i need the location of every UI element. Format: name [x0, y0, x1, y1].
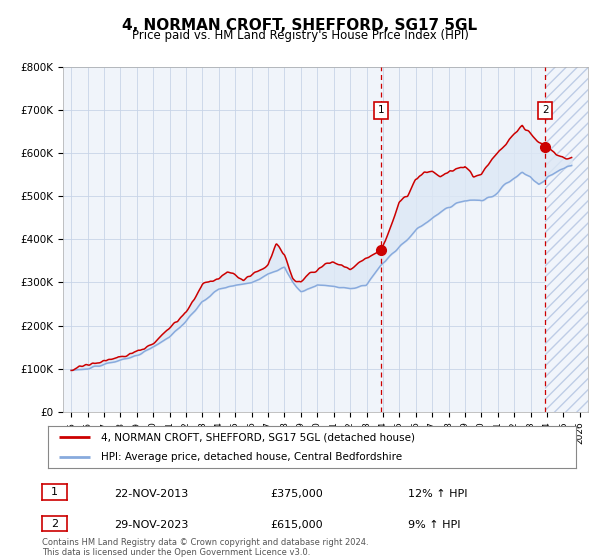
4, NORMAN CROFT, SHEFFORD, SG17 5GL (detached house): [396, 198, 403, 205]
HPI: Average price, detached house, Central Bedfordshire: (2.02e+03, 3.84e+05): Average price, detached house, Central B…: [396, 243, 403, 250]
Bar: [545, 67, 600, 412]
4, NORMAN CROFT, SHEFFORD, SG17 5GL (detached house): [209, 278, 216, 284]
HPI: Average price, detached house, Central Bedfordshire: (2e+03, 9.61e+04): Average price, detached house, Central B…: [68, 367, 75, 374]
Text: 22-NOV-2013: 22-NOV-2013: [114, 489, 188, 499]
HPI: Average price, detached house, Central Bedfordshire: (2e+03, 2.91e+05): Average price, detached house, Central B…: [226, 283, 233, 290]
Text: Price paid vs. HM Land Registry's House Price Index (HPI): Price paid vs. HM Land Registry's House …: [131, 29, 469, 42]
Bar: [545, 67, 600, 412]
Text: 4, NORMAN CROFT, SHEFFORD, SG17 5GL (detached house): 4, NORMAN CROFT, SHEFFORD, SG17 5GL (det…: [101, 432, 415, 442]
Text: 29-NOV-2023: 29-NOV-2023: [114, 520, 188, 530]
Text: 12% ↑ HPI: 12% ↑ HPI: [408, 489, 467, 499]
Line: HPI: Average price, detached house, Central Bedfordshire: HPI: Average price, detached house, Cent…: [71, 166, 572, 370]
Text: 4, NORMAN CROFT, SHEFFORD, SG17 5GL: 4, NORMAN CROFT, SHEFFORD, SG17 5GL: [122, 18, 478, 33]
Text: £615,000: £615,000: [270, 520, 323, 530]
4, NORMAN CROFT, SHEFFORD, SG17 5GL (detached house): [190, 297, 197, 304]
Text: 1: 1: [378, 105, 385, 115]
4, NORMAN CROFT, SHEFFORD, SG17 5GL (detached house): [520, 123, 527, 129]
HPI: Average price, detached house, Central Bedfordshire: (2.02e+03, 4.87e+05): Average price, detached house, Central B…: [457, 199, 464, 206]
Text: 2: 2: [542, 105, 548, 115]
Text: 9% ↑ HPI: 9% ↑ HPI: [408, 520, 461, 530]
Text: Contains HM Land Registry data © Crown copyright and database right 2024.
This d: Contains HM Land Registry data © Crown c…: [42, 538, 368, 557]
4, NORMAN CROFT, SHEFFORD, SG17 5GL (detached house): [226, 269, 233, 276]
HPI: Average price, detached house, Central Bedfordshire: (2.02e+03, 5.56e+05): Average price, detached house, Central B…: [518, 169, 526, 176]
Text: £375,000: £375,000: [270, 489, 323, 499]
4, NORMAN CROFT, SHEFFORD, SG17 5GL (detached house): [457, 164, 464, 171]
HPI: Average price, detached house, Central Bedfordshire: (2.03e+03, 5.72e+05): Average price, detached house, Central B…: [568, 162, 575, 169]
Line: 4, NORMAN CROFT, SHEFFORD, SG17 5GL (detached house): 4, NORMAN CROFT, SHEFFORD, SG17 5GL (det…: [71, 125, 572, 370]
Text: 2: 2: [51, 519, 58, 529]
4, NORMAN CROFT, SHEFFORD, SG17 5GL (detached house): [68, 367, 75, 374]
Text: 1: 1: [51, 487, 58, 497]
4, NORMAN CROFT, SHEFFORD, SG17 5GL (detached house): [518, 122, 526, 129]
Text: HPI: Average price, detached house, Central Bedfordshire: HPI: Average price, detached house, Cent…: [101, 452, 402, 462]
HPI: Average price, detached house, Central Bedfordshire: (2e+03, 2.31e+05): Average price, detached house, Central B…: [190, 309, 197, 316]
4, NORMAN CROFT, SHEFFORD, SG17 5GL (detached house): [568, 154, 575, 161]
HPI: Average price, detached house, Central Bedfordshire: (2e+03, 2.73e+05): Average price, detached house, Central B…: [209, 291, 216, 297]
